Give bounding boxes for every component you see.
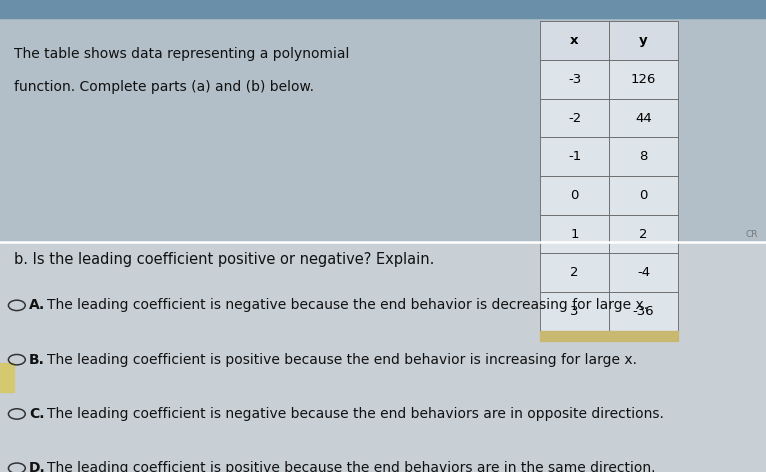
Text: 0: 0 [571, 189, 578, 202]
Text: -1: -1 [568, 150, 581, 163]
Bar [609, 176, 678, 215]
Text: x: x [570, 34, 579, 47]
Text: 1: 1 [570, 228, 579, 241]
Text: 126: 126 [630, 73, 656, 86]
Bar [540, 253, 609, 292]
Text: The leading coefficient is negative because the end behavior is decreasing for l: The leading coefficient is negative beca… [47, 298, 649, 312]
Text: 0: 0 [640, 189, 647, 202]
Bar [540, 215, 609, 253]
Text: The table shows data representing a polynomial: The table shows data representing a poly… [14, 47, 349, 61]
Bar [540, 137, 609, 176]
Text: -2: -2 [568, 111, 581, 125]
Text: function. Complete parts (a) and (b) below.: function. Complete parts (a) and (b) bel… [14, 80, 314, 94]
Text: B.: B. [29, 353, 45, 367]
Bar [609, 215, 678, 253]
Bar [0, 18, 766, 242]
Bar [540, 331, 678, 341]
Text: y: y [639, 34, 648, 47]
Text: b. Is the leading coefficient positive or negative? Explain.: b. Is the leading coefficient positive o… [14, 252, 434, 267]
Bar [609, 60, 678, 99]
Text: The leading coefficient is positive because the end behavior is increasing for l: The leading coefficient is positive beca… [47, 353, 637, 367]
Text: 8: 8 [640, 150, 647, 163]
Text: The leading coefficient is negative because the end behaviors are in opposite di: The leading coefficient is negative beca… [47, 407, 664, 421]
Text: 2: 2 [639, 228, 648, 241]
Bar [540, 21, 609, 60]
Bar [609, 21, 678, 60]
Bar [609, 292, 678, 331]
Text: D.: D. [29, 461, 46, 472]
Bar [0, 363, 14, 392]
Text: -36: -36 [633, 305, 654, 318]
Text: -4: -4 [637, 266, 650, 279]
Bar [540, 99, 609, 137]
Bar [609, 253, 678, 292]
Text: CR: CR [746, 230, 758, 239]
Text: 44: 44 [635, 111, 652, 125]
Text: A.: A. [29, 298, 45, 312]
Bar [609, 99, 678, 137]
Bar [0, 242, 766, 472]
Text: 2: 2 [570, 266, 579, 279]
Text: The leading coefficient is positive because the end behaviors are in the same di: The leading coefficient is positive beca… [47, 461, 656, 472]
Bar [0, 0, 766, 18]
Bar [540, 292, 609, 331]
Bar [609, 137, 678, 176]
Text: C.: C. [29, 407, 44, 421]
Bar [540, 60, 609, 99]
Bar [540, 176, 609, 215]
Text: 3: 3 [570, 305, 579, 318]
Text: -3: -3 [568, 73, 581, 86]
